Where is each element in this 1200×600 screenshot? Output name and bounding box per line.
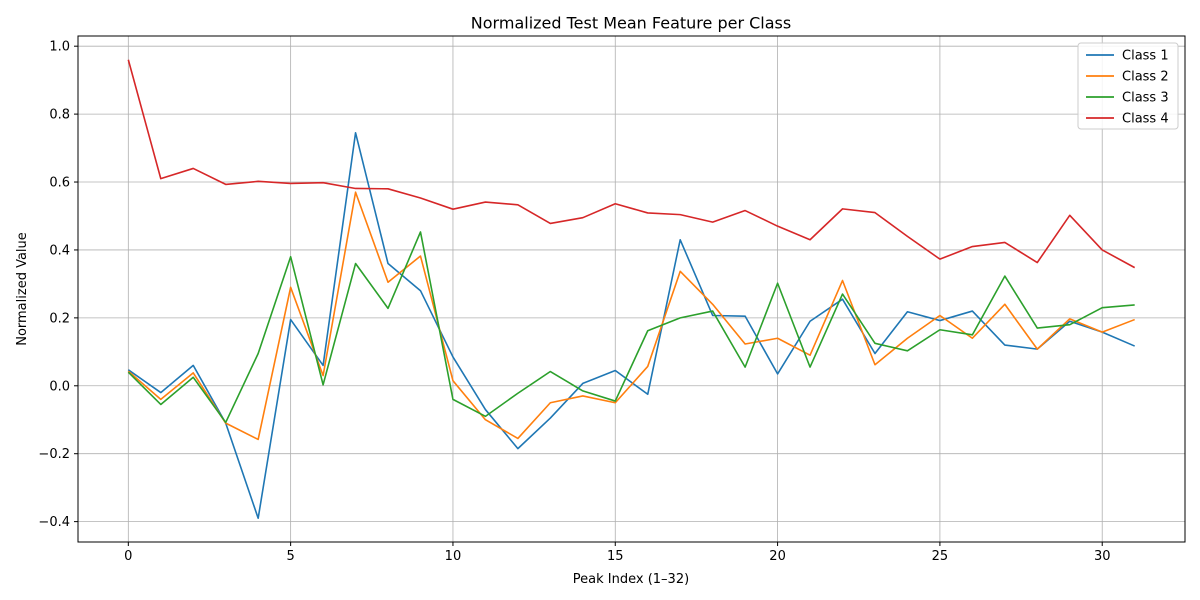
legend-label: Class 2 (1122, 70, 1169, 85)
series-line-class-4 (127, 59, 1136, 269)
x-tick-label: 25 (932, 549, 949, 564)
legend-label: Class 3 (1122, 91, 1169, 106)
plot-frame (77, 35, 1186, 543)
y-tick-label: 0.4 (49, 243, 70, 258)
y-tick-label: 0.6 (49, 176, 70, 191)
x-tick-label: 0 (124, 549, 132, 564)
series-line-class-1 (127, 131, 1135, 520)
y-tick-label: 0.0 (49, 379, 70, 394)
series-lines (127, 59, 1136, 520)
y-tick-label: −0.4 (38, 515, 70, 530)
x-axis-ticks: 0 5 10 15 20 25 30 (124, 542, 1110, 564)
x-tick-label: 15 (607, 549, 624, 564)
x-tick-label: 20 (769, 549, 786, 564)
x-axis-label: Peak Index (1–32) (573, 572, 689, 587)
legend-label: Class 1 (1122, 49, 1169, 64)
y-axis-label: Normalized Value (15, 232, 30, 346)
series-line-class-3 (127, 231, 1135, 424)
chart-title: Normalized Test Mean Feature per Class (471, 14, 791, 33)
legend: Class 1 Class 2 Class 3 Class 4 (1077, 42, 1179, 130)
y-tick-label: 1.0 (49, 40, 70, 55)
legend-box (1077, 42, 1179, 130)
y-tick-label: −0.2 (38, 447, 70, 462)
y-axis-ticks: −0.4 −0.2 0.0 0.2 0.4 0.6 0.8 1.0 (38, 40, 78, 530)
y-tick-label: 0.8 (49, 108, 70, 123)
x-tick-label: 30 (1094, 549, 1111, 564)
y-tick-label: 0.2 (49, 311, 70, 326)
x-tick-label: 10 (445, 549, 462, 564)
grid-lines (78, 36, 1185, 542)
legend-label: Class 4 (1122, 112, 1169, 127)
x-tick-label: 5 (286, 549, 294, 564)
